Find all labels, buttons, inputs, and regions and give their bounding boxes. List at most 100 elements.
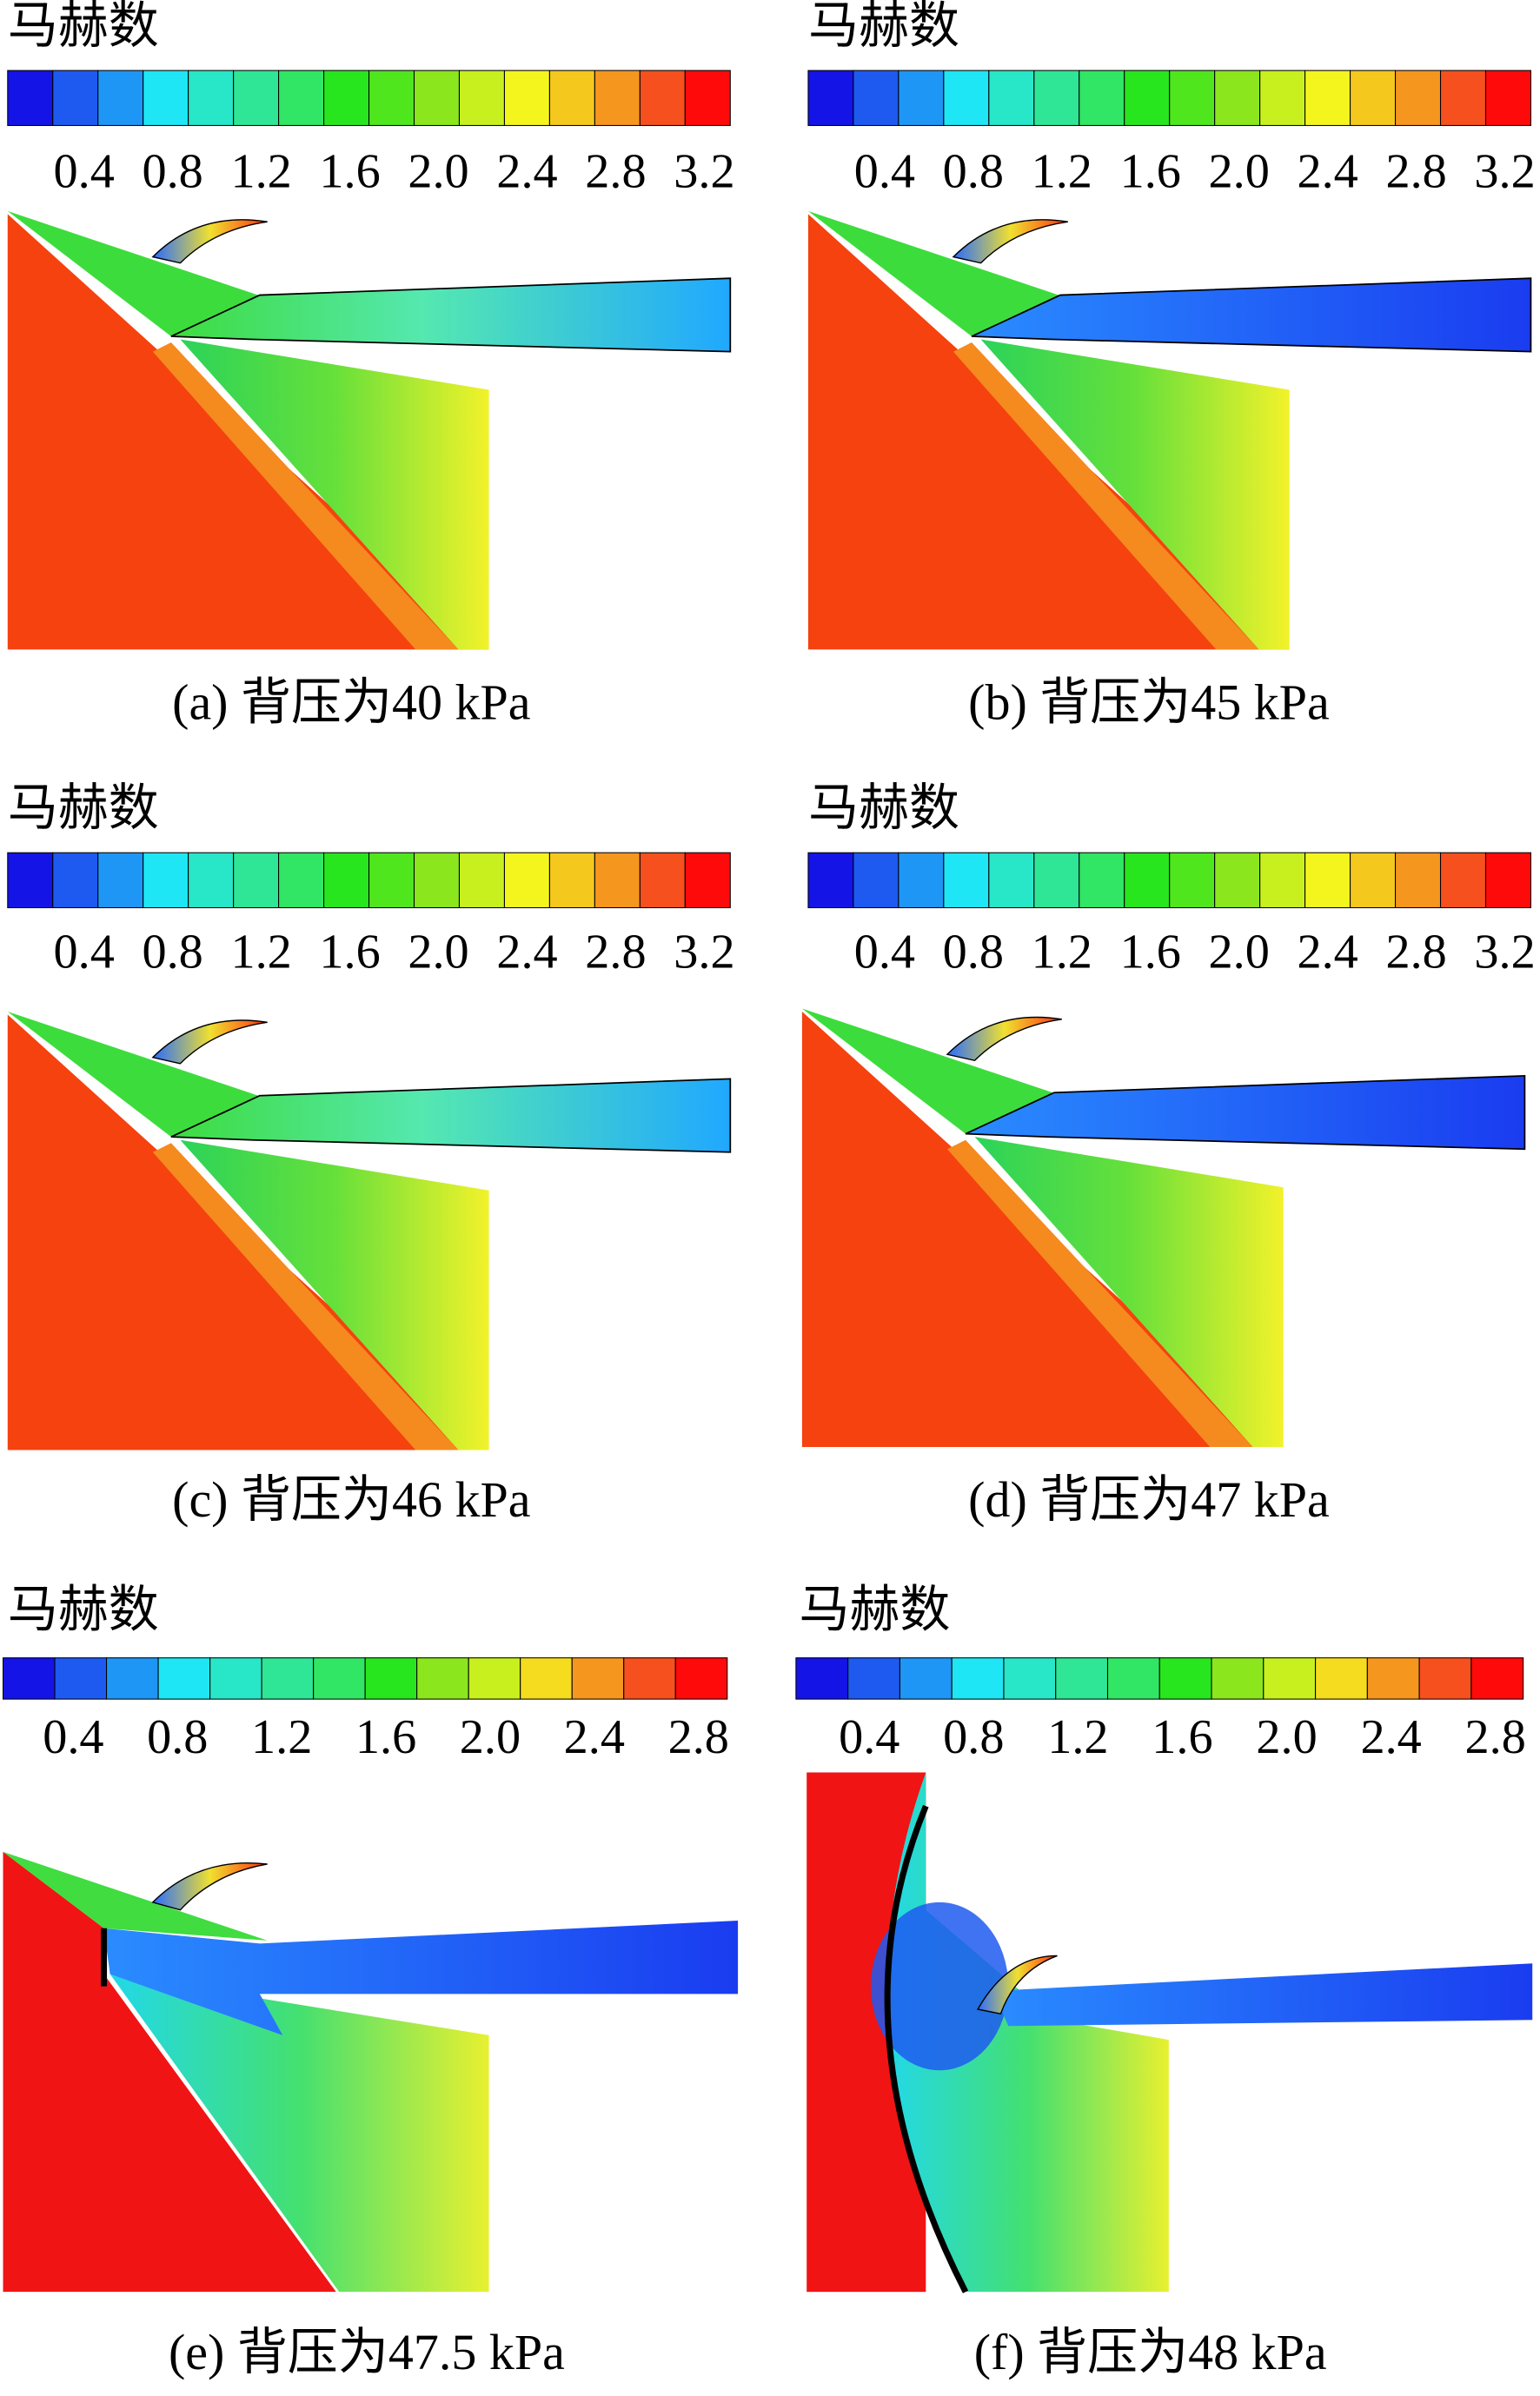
colorbar-tick-label: 0.8 [142, 144, 202, 198]
colorbar-cell [503, 852, 550, 909]
colorbar-cell [943, 70, 990, 126]
colorbar-cell [106, 1657, 159, 1700]
colorbar-cell [548, 852, 595, 909]
colorbar-cell [1470, 1657, 1524, 1700]
colorbar-cell [1169, 70, 1216, 126]
colorbar-cell [413, 70, 461, 126]
colorbar-tick-label: 2.4 [1360, 1710, 1421, 1764]
colorbar-cell [188, 852, 235, 909]
colorbar-cell [1304, 70, 1351, 126]
colorbar-tick-label: 0.8 [142, 926, 202, 979]
colorbar-cell [261, 1657, 315, 1700]
colorbar-tick-label: 1.2 [251, 1710, 312, 1764]
contour-region [807, 210, 1068, 337]
colorbar-tick-label: 3.2 [674, 926, 734, 979]
colorbar-cell [1350, 70, 1397, 126]
colorbar-tick-label: 2.8 [668, 1710, 729, 1764]
colorbar-cell [571, 1657, 625, 1700]
contour-region [871, 1902, 1009, 2071]
colorbar-cell [520, 1657, 573, 1700]
colorbar-cell [684, 70, 731, 126]
colorbar-tick-label: 2.0 [460, 1710, 521, 1764]
colorbar-cell [368, 70, 415, 126]
colorbar-tick-label: 2.8 [585, 144, 646, 198]
colorbar-tick-label: 1.2 [1032, 926, 1092, 979]
colorbar-tick-label: 1.2 [1032, 144, 1092, 198]
colorbar-cell [157, 1657, 211, 1700]
colorbar-tick-label: 2.0 [408, 144, 468, 198]
colorbar-cell [1124, 70, 1171, 126]
colorbar-tick-label: 1.6 [319, 926, 380, 979]
contour-region [110, 1974, 489, 2293]
colorbar-cell [1211, 1657, 1265, 1700]
colorbar-tick-label: 1.6 [319, 144, 380, 198]
contour-region [974, 1137, 1284, 1448]
colorbar-cell [1003, 1657, 1057, 1700]
colorbar-cell [1158, 1657, 1212, 1700]
colorbar-tick-label: 0.4 [854, 144, 915, 198]
contour-region [152, 342, 459, 650]
colorbar-tick-label: 1.6 [1152, 1710, 1212, 1764]
colorbar-cell [847, 1657, 900, 1700]
colorbar-cell [413, 852, 461, 909]
panel-caption: (b) 背压为45 kPa [968, 674, 1330, 731]
colorbar-cell [1214, 852, 1261, 909]
colorbar-cell [1055, 1657, 1109, 1700]
colorbar-cell [807, 70, 854, 126]
colorbar-tick-label: 1.2 [230, 144, 291, 198]
colorbar-tick-label: 0.4 [43, 1710, 103, 1764]
contour-region [801, 1008, 1062, 1134]
colorbar-title: 马赫数 [8, 780, 159, 836]
contour-region [953, 342, 1259, 650]
colorbar-cell [97, 70, 144, 126]
colorbar-cell [2, 1657, 56, 1700]
colorbar-tick-label: 2.8 [1385, 144, 1446, 198]
colorbar-title: 马赫数 [8, 1582, 159, 1638]
contour-region [946, 1139, 1253, 1448]
colorbar-tick-label: 0.8 [943, 1710, 1004, 1764]
colorbar-cell [943, 852, 990, 909]
cowl-lip [151, 219, 268, 264]
colorbar-cell [795, 1657, 849, 1700]
colorbar-cell [1418, 1657, 1472, 1700]
colorbar-tick-label: 0.4 [839, 1710, 899, 1764]
colorbar-cell [899, 1657, 953, 1700]
panel-caption: (e) 背压为47.5 kPa [169, 2324, 565, 2380]
colorbar-cell [639, 852, 686, 909]
colorbar-cell [1124, 852, 1171, 909]
colorbar-cell [1304, 852, 1351, 909]
contour-region [887, 1772, 1169, 2293]
colorbar-cell [988, 852, 1035, 909]
colorbar-tick-label: 3.2 [674, 144, 734, 198]
colorbar-tick-label: 0.8 [943, 926, 1004, 979]
colorbar-cell [143, 70, 189, 126]
colorbar-cell [233, 852, 280, 909]
colorbar-cell [1259, 70, 1306, 126]
colorbar-tick-label: 0.4 [854, 926, 915, 979]
colorbar-cell [1395, 70, 1442, 126]
colorbar-tick-label: 2.4 [564, 1710, 625, 1764]
colorbar-cell [623, 1657, 676, 1700]
colorbar-cell [1350, 852, 1397, 909]
colorbar-tick-label: 2.8 [1465, 1710, 1526, 1764]
colorbar-tick-label: 2.4 [496, 926, 557, 979]
contour-region [103, 1921, 739, 2035]
colorbar-tick-label: 1.6 [1120, 926, 1181, 979]
colorbar-title: 马赫数 [808, 0, 959, 54]
contour-region [170, 277, 732, 353]
colorbar-cell [458, 852, 505, 909]
colorbar-cell [684, 852, 731, 909]
cowl-lip [946, 1016, 1062, 1062]
cowl-lip [151, 1862, 268, 1911]
colorbar-cell [853, 70, 899, 126]
contour-region [3, 1851, 336, 2293]
contour-region [971, 277, 1532, 353]
colorbar-tick-label: 0.4 [54, 926, 115, 979]
colorbar-cell [1439, 852, 1487, 909]
colorbar-tick-label: 3.2 [1474, 926, 1535, 979]
colorbar-cell [323, 852, 370, 909]
contour-region [152, 1143, 459, 1450]
colorbar-cell [594, 70, 641, 126]
colorbar-cell [853, 852, 899, 909]
